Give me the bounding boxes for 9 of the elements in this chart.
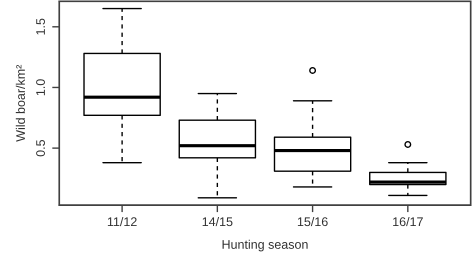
y-axis-title: Wild boar/km² (16, 64, 25, 142)
x-tick-label: 16/17 (393, 216, 423, 226)
x-axis-title: Hunting season (222, 240, 308, 252)
y-tick-label: 0.5 (36, 140, 45, 156)
x-tick-label: 15/16 (298, 216, 328, 226)
x-tick-label: 11/12 (108, 216, 137, 226)
x-tick-label: 14/15 (202, 216, 232, 226)
y-tick-label: 1.0 (36, 79, 45, 96)
y-tick-label: 1.5 (36, 18, 45, 35)
